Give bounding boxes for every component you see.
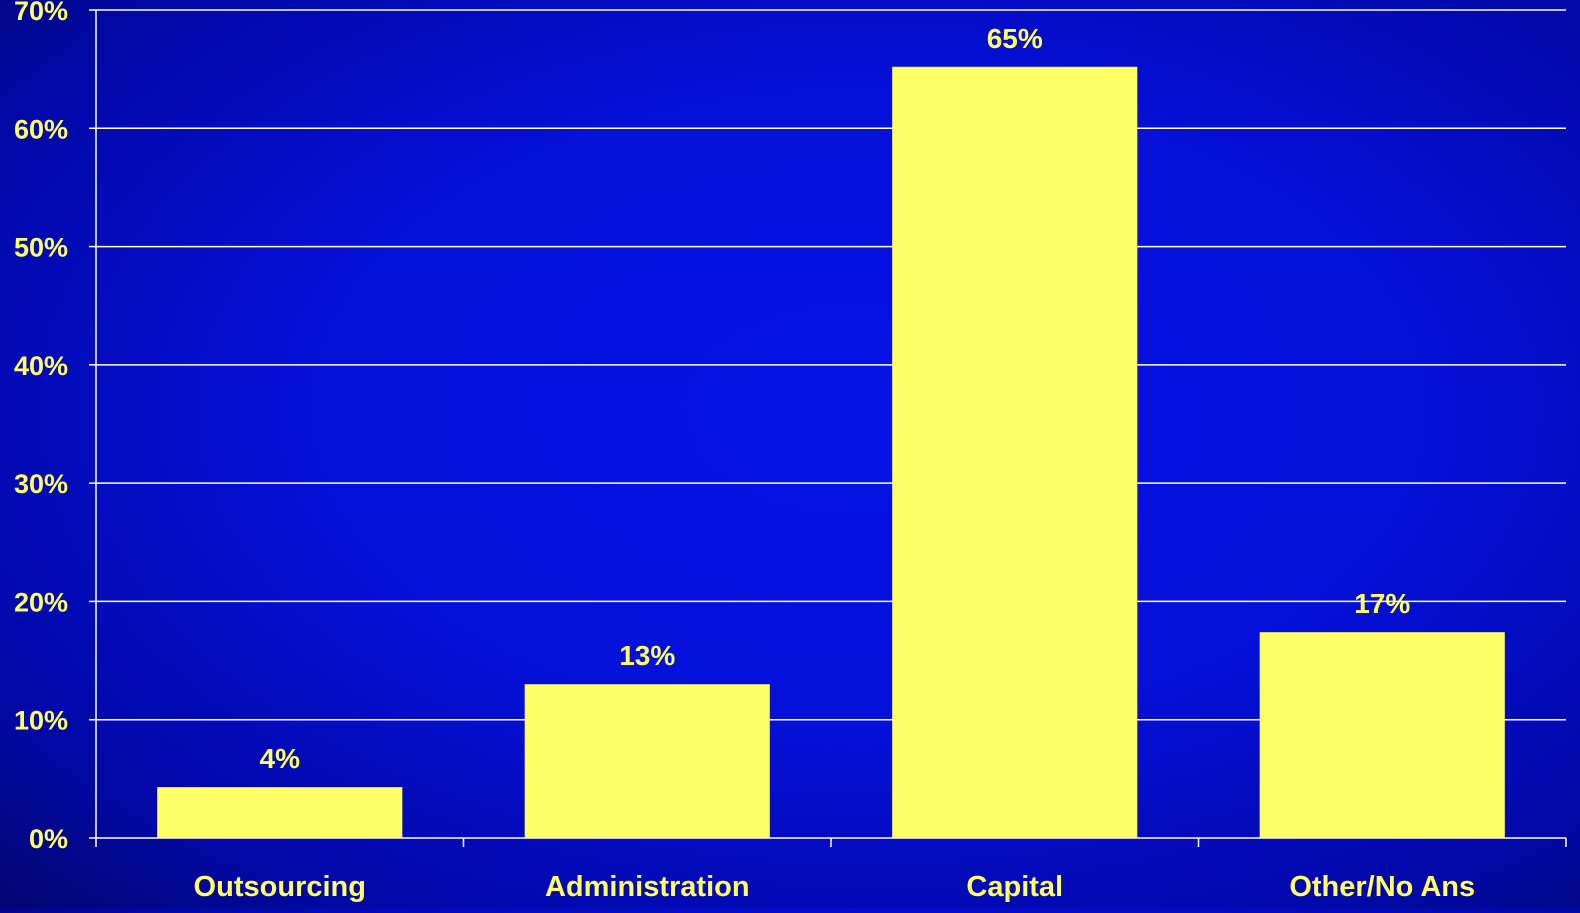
bar-capital bbox=[892, 66, 1138, 838]
y-tick-label: 30% bbox=[14, 469, 68, 499]
data-label: 13% bbox=[619, 640, 675, 671]
labels: 0% 10% 20% 30% 40% 50% 60% 70% 4% Outsourcing 13% A… bbox=[14, 0, 1475, 903]
y-tick-label: 20% bbox=[14, 587, 68, 617]
gridlines bbox=[96, 9, 1566, 721]
bars bbox=[157, 66, 1505, 838]
bar-other-no-ans bbox=[1259, 632, 1505, 838]
data-label: 4% bbox=[260, 743, 301, 774]
y-tick-label: 70% bbox=[14, 0, 68, 26]
y-tick-label: 40% bbox=[14, 351, 68, 381]
data-label: 17% bbox=[1354, 588, 1410, 619]
x-tick-label: Other/No Ans bbox=[1289, 871, 1475, 903]
x-tick-label: Administration bbox=[545, 871, 750, 903]
bar-outsourcing bbox=[157, 787, 403, 838]
axes bbox=[89, 9, 1567, 847]
x-tick-label: Capital bbox=[966, 871, 1063, 903]
y-tick-label: 0% bbox=[29, 824, 68, 854]
y-tick-label: 10% bbox=[14, 706, 68, 736]
x-tick-label: Outsourcing bbox=[194, 871, 366, 903]
y-tick-label: 50% bbox=[14, 233, 68, 263]
y-tick-label: 60% bbox=[14, 114, 68, 144]
data-label: 65% bbox=[987, 23, 1043, 54]
bar-administration bbox=[524, 684, 770, 838]
